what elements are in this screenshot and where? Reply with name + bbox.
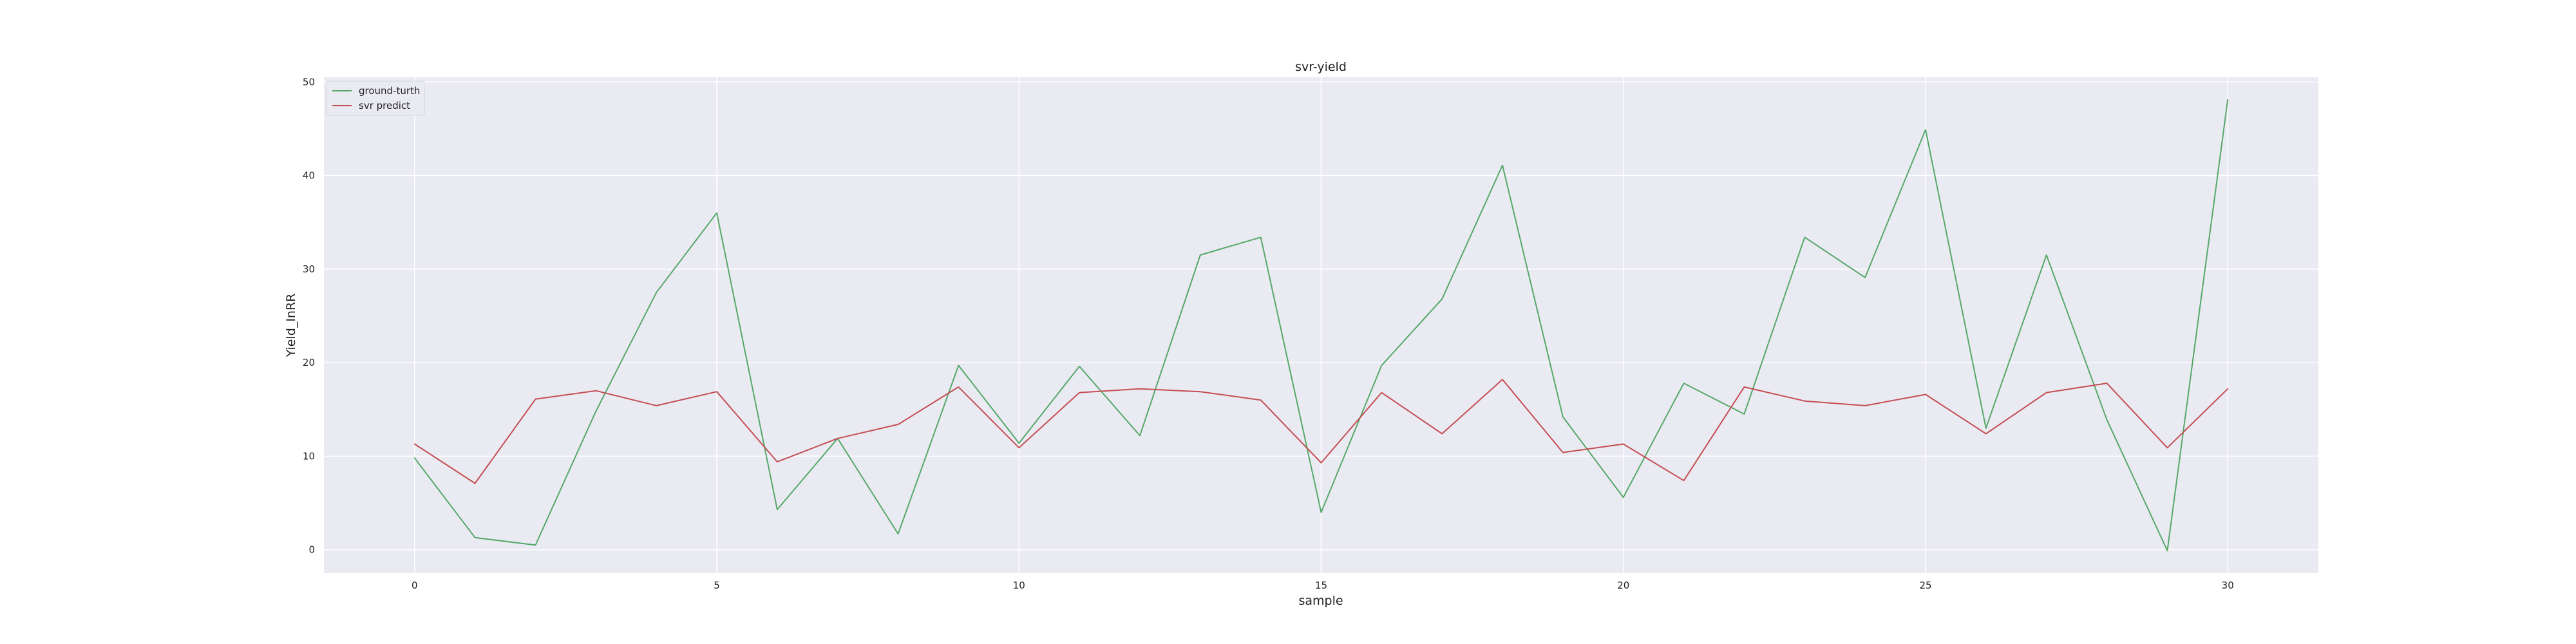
y-tick-label: 30 — [303, 263, 315, 275]
x-tick-label: 30 — [2222, 580, 2234, 591]
grid-lines — [324, 77, 2318, 573]
x-tick-label: 20 — [1617, 580, 1629, 591]
y-tick-labels: 0 10 20 30 40 50 — [303, 76, 315, 555]
legend-box — [326, 80, 425, 116]
x-tick-label: 25 — [1919, 580, 1931, 591]
series-lines — [413, 99, 2229, 552]
y-tick-label: 50 — [303, 76, 315, 88]
legend: ground-turth svr predict — [326, 80, 425, 116]
y-tick-label: 20 — [303, 357, 315, 368]
y-tick-label: 0 — [308, 544, 315, 556]
x-tick-labels: 0 5 10 15 20 25 30 — [412, 580, 2234, 591]
x-tick-label: 0 — [412, 580, 418, 591]
y-axis-label: Yield_InRR — [284, 294, 298, 358]
x-tick-label: 10 — [1013, 580, 1025, 591]
y-tick-label: 10 — [303, 450, 315, 462]
x-tick-label: 15 — [1315, 580, 1327, 591]
chart-title: svr-yield — [1295, 60, 1347, 74]
series-line-svr-predict — [413, 379, 2229, 484]
legend-label-ground-turth: ground-turth — [359, 85, 420, 97]
x-axis-label: sample — [1298, 594, 1343, 608]
series-line-ground-turth — [413, 99, 2229, 552]
y-tick-label: 40 — [303, 170, 315, 182]
x-tick-label: 5 — [714, 580, 720, 591]
legend-label-svr-predict: svr predict — [359, 100, 410, 111]
